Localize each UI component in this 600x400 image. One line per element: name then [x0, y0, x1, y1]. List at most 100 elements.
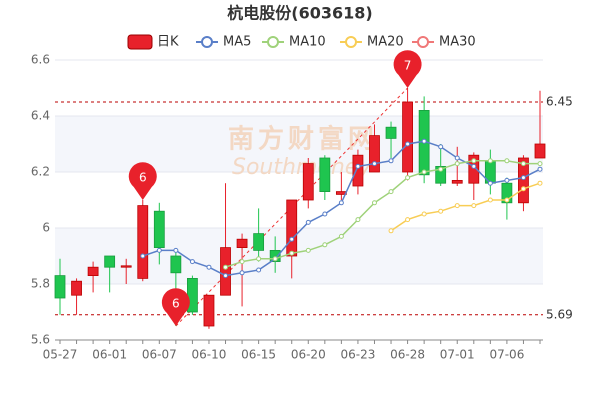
ma-point — [156, 247, 162, 253]
ma-point — [405, 175, 411, 181]
ma-point — [206, 264, 212, 270]
candle-body — [269, 249, 281, 262]
ma-point — [520, 175, 526, 181]
ma-point — [487, 197, 493, 203]
trend-line — [175, 87, 408, 327]
ma-point — [338, 233, 344, 239]
ma-point — [355, 163, 361, 169]
x-tick-label: 06-01 — [92, 348, 127, 362]
pin: 7 — [393, 50, 422, 88]
ma-point — [438, 166, 444, 172]
ma-point — [371, 200, 377, 206]
legend-marker — [267, 36, 279, 48]
ma-point — [438, 144, 444, 150]
ma-point — [504, 158, 510, 164]
legend-label: MA30 — [439, 35, 476, 50]
candle-body — [153, 210, 165, 248]
pin: 6 — [161, 288, 190, 326]
legend-swatch — [127, 34, 153, 50]
pin-label: 7 — [404, 59, 412, 73]
ma-point — [520, 161, 526, 167]
x-tick-label: 06-15 — [241, 348, 276, 362]
ma-point — [388, 158, 394, 164]
legend-marker — [201, 36, 213, 48]
x-tick-label: 06-07 — [142, 348, 177, 362]
ma-point — [388, 228, 394, 234]
ma-point — [520, 186, 526, 192]
candle-body — [54, 275, 66, 299]
ma-point — [223, 264, 229, 270]
pin-shape — [161, 288, 190, 326]
candle-body — [236, 238, 248, 248]
ma-point — [454, 155, 460, 161]
pin-label: 6 — [139, 171, 147, 185]
candle-body — [435, 165, 447, 184]
ma-point — [537, 161, 543, 167]
candle-body — [451, 179, 463, 184]
legend-label: MA10 — [289, 35, 326, 50]
y-tick-label: 6.2 — [31, 165, 50, 179]
y-tick-label: 5.8 — [31, 277, 50, 291]
ma-line — [225, 160, 540, 268]
candle-body — [286, 199, 298, 257]
ma-point — [256, 267, 262, 273]
ma-point — [338, 200, 344, 206]
ma-point — [504, 197, 510, 203]
ma-point — [471, 163, 477, 169]
ma-point — [438, 208, 444, 214]
level-label: 6.45 — [546, 95, 573, 109]
ma-point — [189, 259, 195, 265]
legend-label: MA20 — [367, 35, 404, 50]
ma-point — [388, 189, 394, 195]
x-tick-label: 06-23 — [340, 348, 375, 362]
candle-body — [120, 265, 132, 268]
ma-point — [239, 259, 245, 265]
candle-body — [104, 255, 116, 268]
ma-point — [305, 219, 311, 225]
candle-body — [501, 182, 513, 204]
candle-body — [71, 280, 82, 296]
candle-body — [302, 163, 314, 201]
x-tick-label: 05-27 — [43, 348, 78, 362]
ma-point — [239, 270, 245, 276]
ma-point — [454, 203, 460, 209]
ma-point — [487, 180, 493, 186]
ma-point — [471, 158, 477, 164]
candle-body — [402, 101, 413, 173]
x-tick-label: 07-06 — [489, 348, 524, 362]
x-tick-label: 06-10 — [192, 348, 227, 362]
candle-body — [87, 266, 99, 277]
ma-point — [272, 256, 278, 262]
candle-body — [468, 154, 480, 184]
y-tick-label: 5.6 — [31, 333, 50, 347]
y-tick-label: 6.4 — [31, 109, 50, 123]
ma-line — [390, 182, 541, 232]
chart-title: 杭电股份(603618) — [227, 4, 372, 23]
pin: 6 — [128, 162, 157, 200]
candle-body — [534, 143, 546, 159]
grid-band — [55, 228, 543, 284]
ma-point — [405, 217, 411, 223]
x-tick-label: 07-01 — [440, 348, 475, 362]
ma-point — [371, 161, 377, 167]
candle-body — [352, 154, 364, 187]
pin-label: 6 — [172, 297, 180, 311]
ma-point — [322, 211, 328, 217]
watermark: Southmoney — [232, 155, 372, 180]
y-tick-label: 6 — [42, 221, 50, 235]
level-label: 5.69 — [546, 307, 573, 321]
legend-marker — [345, 36, 357, 48]
ma-point — [140, 253, 146, 259]
ma-point — [289, 236, 295, 242]
ma-point — [256, 256, 262, 262]
ma-point — [421, 169, 427, 175]
candle-body — [385, 126, 397, 139]
candle-body — [518, 157, 529, 204]
candle-body — [170, 255, 182, 274]
x-tick-label: 06-28 — [390, 348, 425, 362]
watermark: 南方财富网 — [228, 124, 378, 155]
candle-body — [253, 233, 265, 251]
legend-label: 日K — [157, 35, 179, 50]
candle-body — [319, 157, 331, 192]
legend-marker — [417, 36, 429, 48]
